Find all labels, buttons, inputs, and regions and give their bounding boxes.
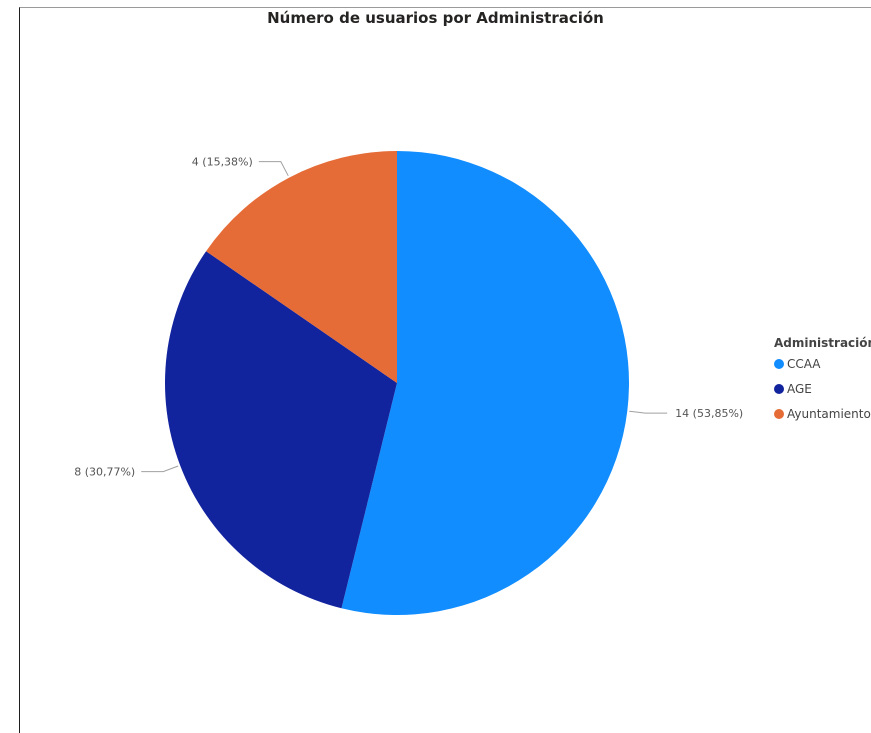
pie-slice-ayuntamiento[interactable]	[206, 151, 397, 383]
pie-slice-ccaa[interactable]	[341, 151, 630, 615]
data-label-ccaa: 14 (53,85%)	[675, 407, 743, 420]
legend-swatch-age	[774, 384, 784, 394]
legend-item-age[interactable]: AGE	[774, 380, 871, 398]
data-label-age: 8 (30,77%)	[74, 466, 135, 479]
visual-frame	[19, 7, 871, 733]
legend-label-ccaa: CCAA	[787, 357, 821, 371]
legend-swatch-ccaa	[774, 359, 784, 369]
data-label-ayuntamiento: 4 (15,38%)	[192, 156, 253, 169]
chart-title: Número de usuarios por Administración	[267, 9, 604, 27]
leader-line-ayuntamiento	[258, 161, 289, 177]
legend-swatch-ayuntamiento	[774, 409, 784, 419]
pie-slice-age[interactable]	[164, 251, 397, 609]
leader-line-ccaa	[629, 410, 668, 414]
legend-label-age: AGE	[787, 382, 812, 396]
legend-item-ccaa[interactable]: CCAA	[774, 355, 871, 373]
legend-title: Administración	[774, 336, 871, 350]
legend: Administración CCAA AGE Ayuntamiento	[774, 336, 871, 430]
leader-line-age	[141, 465, 179, 473]
legend-item-ayuntamiento[interactable]: Ayuntamiento	[774, 405, 871, 423]
legend-label-ayuntamiento: Ayuntamiento	[787, 407, 871, 421]
